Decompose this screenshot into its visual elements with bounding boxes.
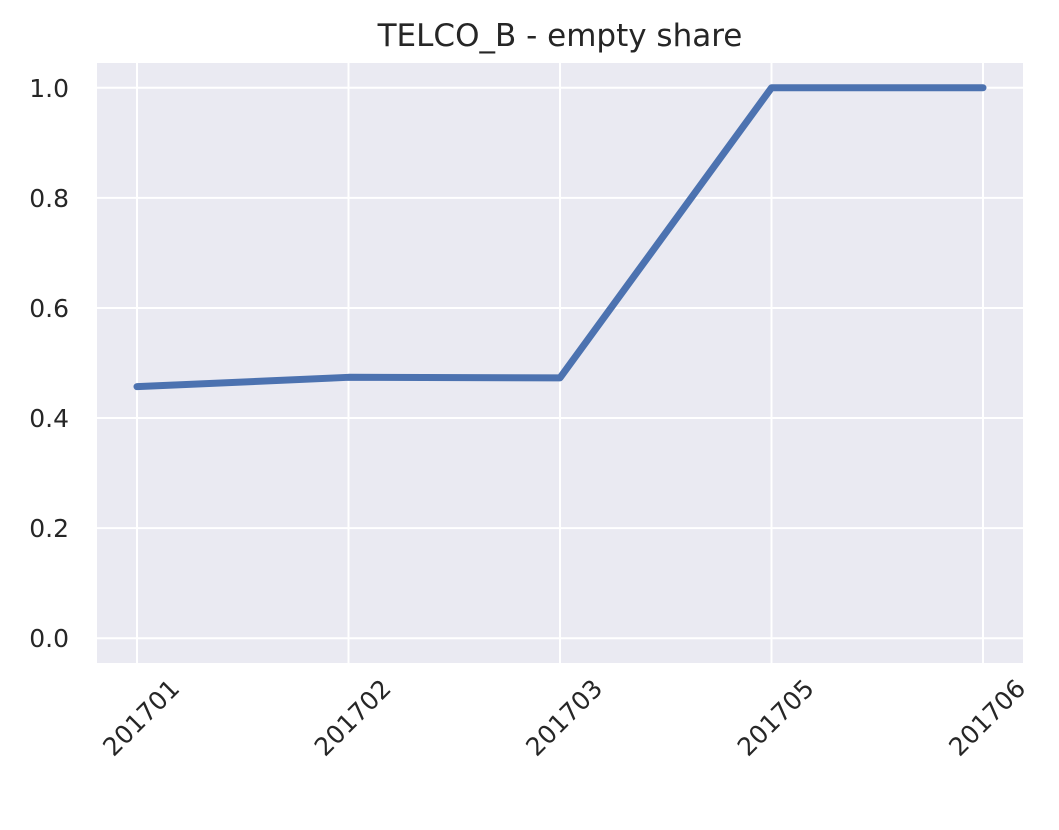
- x-tick-label: 201705: [732, 674, 820, 762]
- x-tick-label: 201703: [520, 674, 608, 762]
- series-line: [133, 84, 987, 391]
- chart-title: TELCO_B - empty share: [377, 18, 743, 54]
- x-tick-label: 201701: [97, 674, 185, 762]
- y-tick-label: 0.6: [29, 294, 69, 323]
- x-tick-label: 201706: [943, 674, 1031, 762]
- y-tick-label: 0.2: [29, 514, 69, 543]
- x-axis-ticks: 201701 201702 201703 201705 201706: [97, 674, 1031, 762]
- y-tick-label: 0.0: [29, 624, 69, 653]
- y-tick-label: 0.4: [29, 404, 69, 433]
- y-axis-ticks: 0.0 0.2 0.4 0.6 0.8 1.0: [29, 74, 69, 653]
- x-tick-label: 201702: [309, 674, 397, 762]
- series-layer: [133, 84, 987, 391]
- grid-lines: [97, 63, 1023, 663]
- y-tick-label: 1.0: [29, 74, 69, 103]
- y-tick-label: 0.8: [29, 184, 69, 213]
